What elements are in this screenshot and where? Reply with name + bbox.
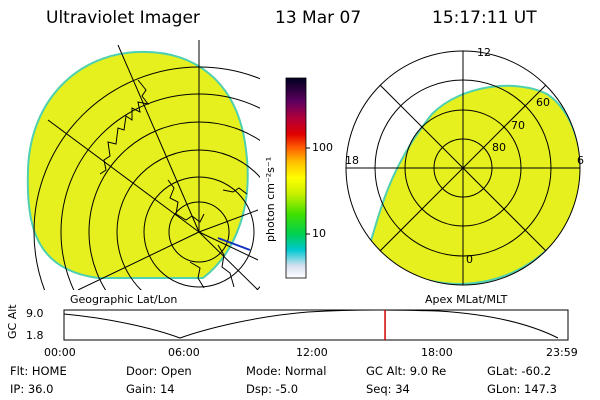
- timeline-ymax: 9.0: [26, 307, 44, 320]
- instrument-title: Ultraviolet Imager: [46, 8, 200, 28]
- timeline-plot: [63, 309, 569, 341]
- status-seq: Seq: 34: [366, 382, 410, 396]
- status-flt: Flt: HOME: [10, 364, 67, 378]
- timeline-tick-2: 12:00: [296, 346, 328, 359]
- colorbar-tick-10: 10: [312, 227, 326, 240]
- mlt-label-12: 12: [477, 46, 491, 59]
- date-label: 13 Mar 07: [275, 8, 362, 28]
- status-mode: Mode: Normal: [246, 364, 327, 378]
- polar-plot: [345, 50, 581, 286]
- colorbar: [285, 77, 310, 279]
- sensor-direction-marker: [217, 237, 251, 251]
- status-gain: Gain: 14: [126, 382, 175, 396]
- timeline-tick-3: 18:00: [421, 346, 453, 359]
- colorbar-tick-100: 100: [312, 141, 333, 154]
- status-dsp: Dsp: -5.0: [246, 382, 299, 396]
- timeline-axis-label: GC Alt: [6, 304, 19, 339]
- right-panel-caption: Apex MLat/MLT: [425, 293, 508, 306]
- status-ip: IP: 36.0: [10, 382, 54, 396]
- geographic-image: [26, 40, 260, 290]
- timeline-tick-1: 06:00: [168, 346, 200, 359]
- timeline-tick-4: 23:59: [546, 346, 578, 359]
- status-gc-alt: GC Alt: 9.0 Re: [366, 364, 447, 378]
- mlt-label-0: 0: [466, 253, 473, 266]
- timeline-ymin: 1.8: [26, 329, 44, 342]
- status-glon: GLon: 147.3: [487, 382, 557, 396]
- altitude-curve: [63, 309, 559, 339]
- left-panel-caption: Geographic Lat/Lon: [70, 293, 178, 306]
- mlat-label-70: 70: [511, 119, 525, 132]
- mlt-label-6: 6: [577, 154, 584, 167]
- status-glat: GLat: -60.2: [487, 364, 552, 378]
- colorbar-unit-label: photon cm⁻²s⁻¹: [264, 156, 277, 242]
- mlt-label-18: 18: [345, 154, 359, 167]
- mlat-label-80: 80: [492, 141, 506, 154]
- aurora-region: [26, 50, 249, 279]
- timeline-tick-0: 00:00: [44, 346, 76, 359]
- time-label: 15:17:11 UT: [432, 8, 537, 28]
- status-door: Door: Open: [126, 364, 192, 378]
- mlat-label-60: 60: [536, 96, 550, 109]
